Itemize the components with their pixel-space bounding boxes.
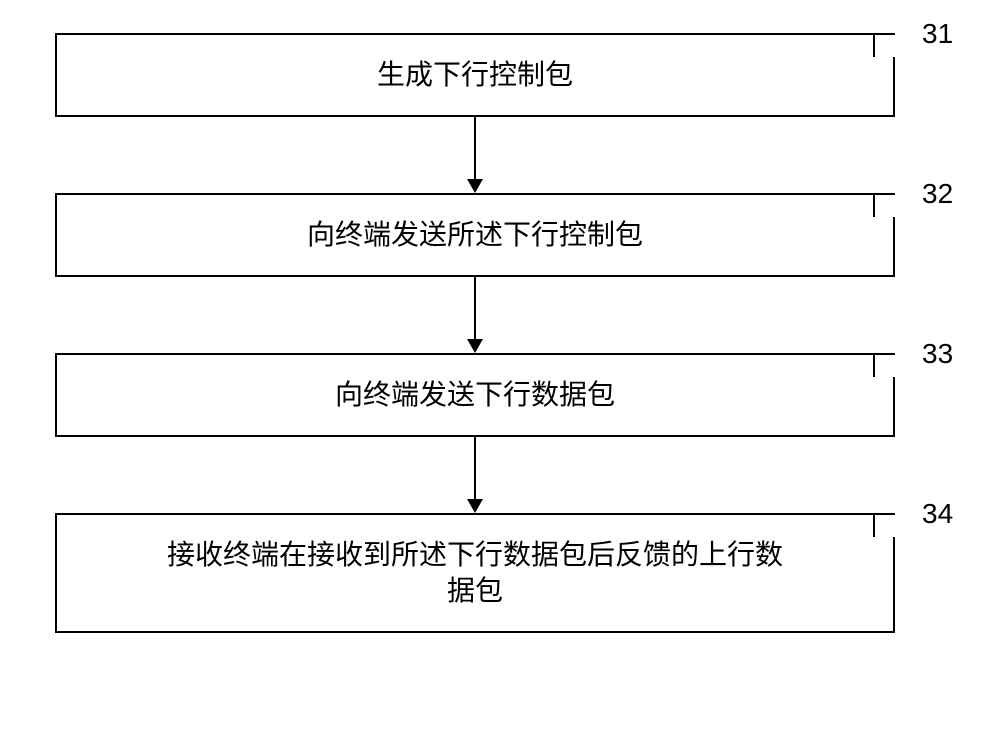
node-notch — [873, 193, 895, 217]
flowchart-node-text: 接收终端在接收到所述下行数据包后反馈的上行数据包 — [57, 537, 893, 610]
flowchart-node-text: 生成下行控制包 — [57, 57, 893, 93]
flowchart-step-label-32: 32 — [922, 178, 953, 210]
flowchart-arrow — [465, 117, 485, 193]
flowchart-node-34: 接收终端在接收到所述下行数据包后反馈的上行数据包 — [55, 513, 895, 633]
flowchart-node-31: 生成下行控制包 — [55, 33, 895, 117]
flowchart-arrow — [465, 437, 485, 513]
flowchart-node-33: 向终端发送下行数据包 — [55, 353, 895, 437]
flowchart-step-label-33: 33 — [922, 338, 953, 370]
flowchart-step-label-34: 34 — [922, 498, 953, 530]
node-notch — [873, 33, 895, 57]
flowchart-node-32: 向终端发送所述下行控制包 — [55, 193, 895, 277]
node-notch — [873, 513, 895, 537]
flowchart-node-text: 向终端发送下行数据包 — [57, 377, 893, 413]
flowchart-step-label-31: 31 — [922, 18, 953, 50]
flowchart-node-text: 向终端发送所述下行控制包 — [57, 217, 893, 253]
flowchart-canvas: 生成下行控制包 31 向终端发送所述下行控制包 32 向终端发送下行数据包 33 接收终端在… — [0, 0, 1000, 743]
flowchart-arrow — [465, 277, 485, 353]
node-notch — [873, 353, 895, 377]
